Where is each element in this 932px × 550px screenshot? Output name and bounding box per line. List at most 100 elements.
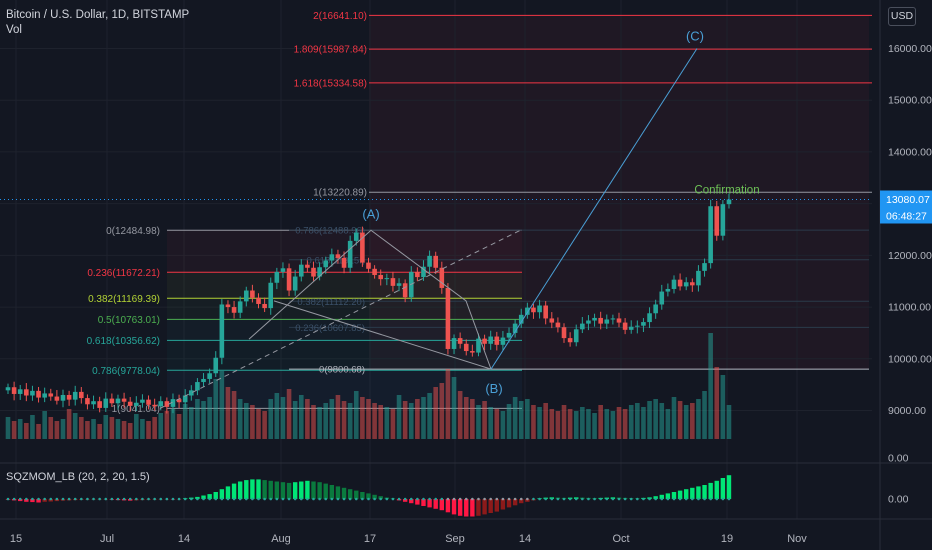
momentum-bar: [415, 499, 420, 505]
symbol-title[interactable]: Bitcoin / U.S. Dollar, 1D, BITSTAMP: [6, 9, 190, 21]
squeeze-dot: [636, 497, 639, 501]
volume-bar: [390, 409, 396, 439]
y-tick-label: 9000.00: [888, 405, 926, 417]
candle-body: [219, 304, 225, 358]
squeeze-dot: [324, 497, 328, 501]
last-price-tag: [880, 190, 932, 208]
candle-body: [24, 389, 29, 396]
currency-button[interactable]: USD: [888, 7, 916, 26]
volume-bar: [164, 411, 170, 439]
candle-body: [531, 307, 536, 313]
squeeze-dot: [55, 497, 59, 501]
candle-body: [256, 297, 261, 304]
momentum-bar: [690, 487, 695, 499]
candle-body: [42, 393, 47, 398]
squeeze-dot: [697, 497, 700, 501]
momentum-bar: [237, 481, 243, 499]
momentum-bar: [262, 480, 267, 499]
countdown-tag: [880, 207, 932, 224]
momentum-bar: [36, 499, 41, 503]
candle-body: [243, 290, 249, 302]
x-tick-label: 17: [364, 533, 376, 545]
volume-bar: [207, 397, 212, 439]
squeeze-dot: [391, 497, 395, 501]
volume-bar: [482, 401, 487, 439]
squeeze-dot: [80, 497, 83, 501]
candle-body: [622, 322, 628, 330]
volume-bar: [201, 401, 206, 439]
volume-bar: [30, 415, 35, 439]
fib-retracement-label: 0.786(9778.04): [92, 366, 160, 377]
last-price-value: 13080.07: [886, 194, 930, 206]
candle-body: [79, 391, 84, 399]
volume-bar: [353, 391, 359, 439]
squeeze-dot: [550, 497, 554, 501]
volume-bar: [182, 404, 188, 439]
indicator-label[interactable]: SQZMOM_LB (20, 2, 20, 1.5): [6, 471, 150, 483]
x-tick-label: 14: [178, 533, 190, 545]
squeeze-dot: [122, 497, 126, 501]
squeeze-dot: [440, 497, 444, 501]
volume-bar: [54, 421, 60, 439]
squeeze-dot: [471, 497, 474, 501]
momentum-bar: [476, 499, 481, 516]
volume-bar: [494, 409, 500, 439]
wave-c-label: (C): [686, 29, 704, 44]
squeeze-dot: [171, 497, 175, 501]
candle-body: [201, 378, 206, 383]
volume-bar: [427, 393, 432, 439]
candle-body: [250, 290, 255, 298]
squeeze-dot: [257, 497, 260, 501]
candle-body: [5, 387, 11, 391]
squeeze-dot: [312, 497, 315, 501]
volume-label[interactable]: Vol: [6, 24, 22, 36]
volume-bar: [152, 417, 157, 439]
candle-body: [500, 337, 506, 345]
candle-body: [146, 399, 151, 405]
volume-bar: [463, 397, 469, 439]
candle-body: [48, 393, 54, 397]
candle-body: [537, 305, 542, 313]
candle-body: [341, 257, 347, 268]
y-tick-label: 12000.00: [888, 250, 932, 262]
squeeze-dot: [6, 497, 10, 501]
squeeze-dot: [159, 497, 163, 501]
volume-bar: [66, 409, 72, 439]
squeeze-dot: [183, 497, 187, 501]
volume-bar: [488, 407, 493, 439]
squeeze-dot: [299, 497, 303, 501]
candle-body: [396, 283, 402, 286]
momentum-bar: [24, 499, 29, 502]
momentum-bar: [225, 486, 231, 499]
fib-band: [167, 298, 522, 320]
candle-body: [604, 319, 610, 324]
candle-body: [378, 275, 384, 280]
squeeze-dot: [367, 497, 370, 501]
momentum-bar: [665, 493, 671, 499]
candle-body: [525, 307, 530, 315]
volume-bar: [598, 405, 603, 439]
momentum-bar: [256, 479, 261, 499]
volume-bar: [158, 413, 164, 439]
squeeze-dot: [660, 497, 664, 501]
momentum-bar: [714, 480, 719, 499]
squeeze-dot: [507, 497, 511, 501]
momentum-bar: [244, 480, 249, 499]
volume-bar: [616, 407, 622, 439]
volume-bar: [127, 423, 133, 439]
squeeze-dot: [654, 497, 657, 501]
fib-extension-label: 1.618(15334.58): [294, 78, 367, 89]
fib-retracement-2-label: 0.618(11915.): [307, 255, 365, 266]
fib-extension-label: 2(16641.10): [313, 11, 367, 22]
squeeze-dot: [544, 497, 547, 501]
volume-bar: [262, 411, 267, 439]
momentum-bar: [684, 489, 689, 499]
volume-bar: [378, 405, 384, 439]
squeeze-dot: [623, 497, 627, 501]
volume-bar: [580, 407, 585, 439]
fib-extension-label: 1(13220.89): [313, 188, 367, 199]
candle-body: [109, 398, 115, 404]
squeeze-dot: [49, 497, 53, 501]
x-tick-label: Aug: [271, 533, 291, 545]
